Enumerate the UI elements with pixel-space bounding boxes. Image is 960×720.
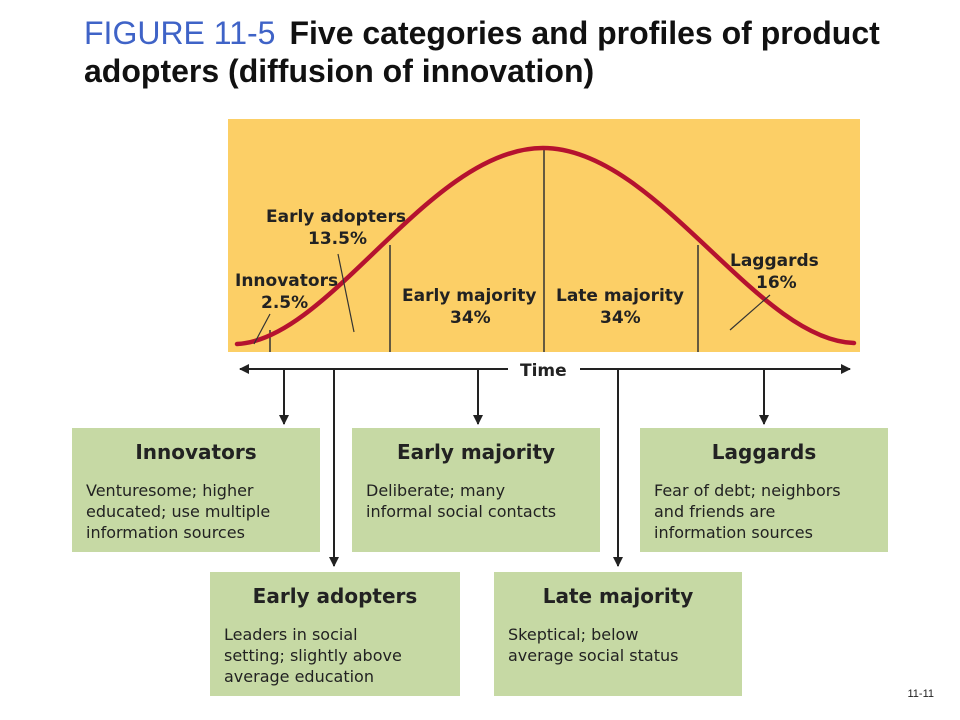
segment-label-laggards: Laggards	[730, 251, 819, 271]
figure-caption: Five categories and profiles of product …	[84, 15, 880, 89]
profile-card-early-adopters: Early adopters Leaders in social setting…	[210, 572, 460, 696]
leader-innovators	[253, 313, 271, 345]
profile-description: Venturesome; higher educated; use multip…	[86, 481, 271, 542]
profile-heading: Late majority	[542, 584, 694, 608]
segment-percent-early-majority: 34%	[450, 308, 491, 328]
segment-label-early-majority: Early majority	[402, 286, 536, 306]
profile-description: Deliberate; many informal social contact…	[366, 481, 557, 521]
profile-card-laggards: Laggards Fear of debt; neighbors and fri…	[640, 428, 888, 552]
profile-description: Leaders in social setting; slightly abov…	[224, 625, 402, 686]
leader-laggards	[729, 294, 771, 331]
profile-heading: Early majority	[396, 440, 556, 464]
profile-heading: Laggards	[711, 440, 817, 464]
page-number: 11-11	[907, 688, 934, 700]
leader-early-adopters	[337, 253, 355, 333]
segment-label-innovators: Innovators	[235, 271, 338, 291]
figure-number: FIGURE 11-5	[84, 15, 276, 51]
profile-card-early-majority: Early majority Deliberate; many informal…	[352, 428, 600, 552]
profile-card-late-majority: Late majority Skeptical; below average s…	[494, 572, 742, 696]
profile-heading: Innovators	[135, 440, 257, 464]
segment-label-early-adopters: Early adopters	[266, 207, 406, 227]
segment-percent-innovators: 2.5%	[261, 293, 308, 313]
profile-description: Fear of debt; neighbors and friends are …	[654, 481, 841, 542]
segment-percent-early-adopters: 13.5%	[308, 229, 367, 249]
time-axis-label: Time	[520, 361, 567, 381]
bell-curve	[234, 145, 857, 347]
segment-label-late-majority: Late majority	[556, 286, 684, 306]
slide-title: FIGURE 11-5 Five categories and profiles …	[84, 14, 944, 90]
segment-percent-laggards: 16%	[756, 273, 797, 293]
profile-card-innovators: Innovators Venturesome; higher educated;…	[72, 428, 320, 552]
profile-heading: Early adopters	[252, 584, 418, 608]
profile-description: Skeptical; below average social status	[508, 625, 679, 665]
segment-percent-late-majority: 34%	[600, 308, 641, 328]
